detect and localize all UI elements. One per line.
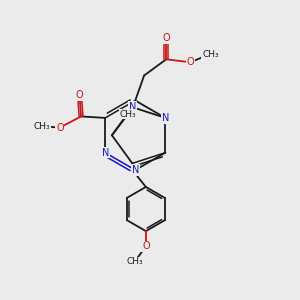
Text: O: O: [187, 57, 194, 67]
Text: O: O: [142, 242, 150, 251]
Text: CH₃: CH₃: [126, 257, 143, 266]
Text: N: N: [129, 102, 136, 112]
Text: CH₃: CH₃: [202, 50, 219, 58]
Text: N: N: [132, 165, 139, 175]
Text: O: O: [56, 123, 64, 133]
Text: O: O: [162, 33, 170, 43]
Text: O: O: [76, 90, 83, 100]
Text: CH₃: CH₃: [33, 122, 50, 130]
Text: N: N: [101, 148, 109, 158]
Text: N: N: [162, 113, 169, 123]
Text: CH₃: CH₃: [120, 110, 136, 118]
